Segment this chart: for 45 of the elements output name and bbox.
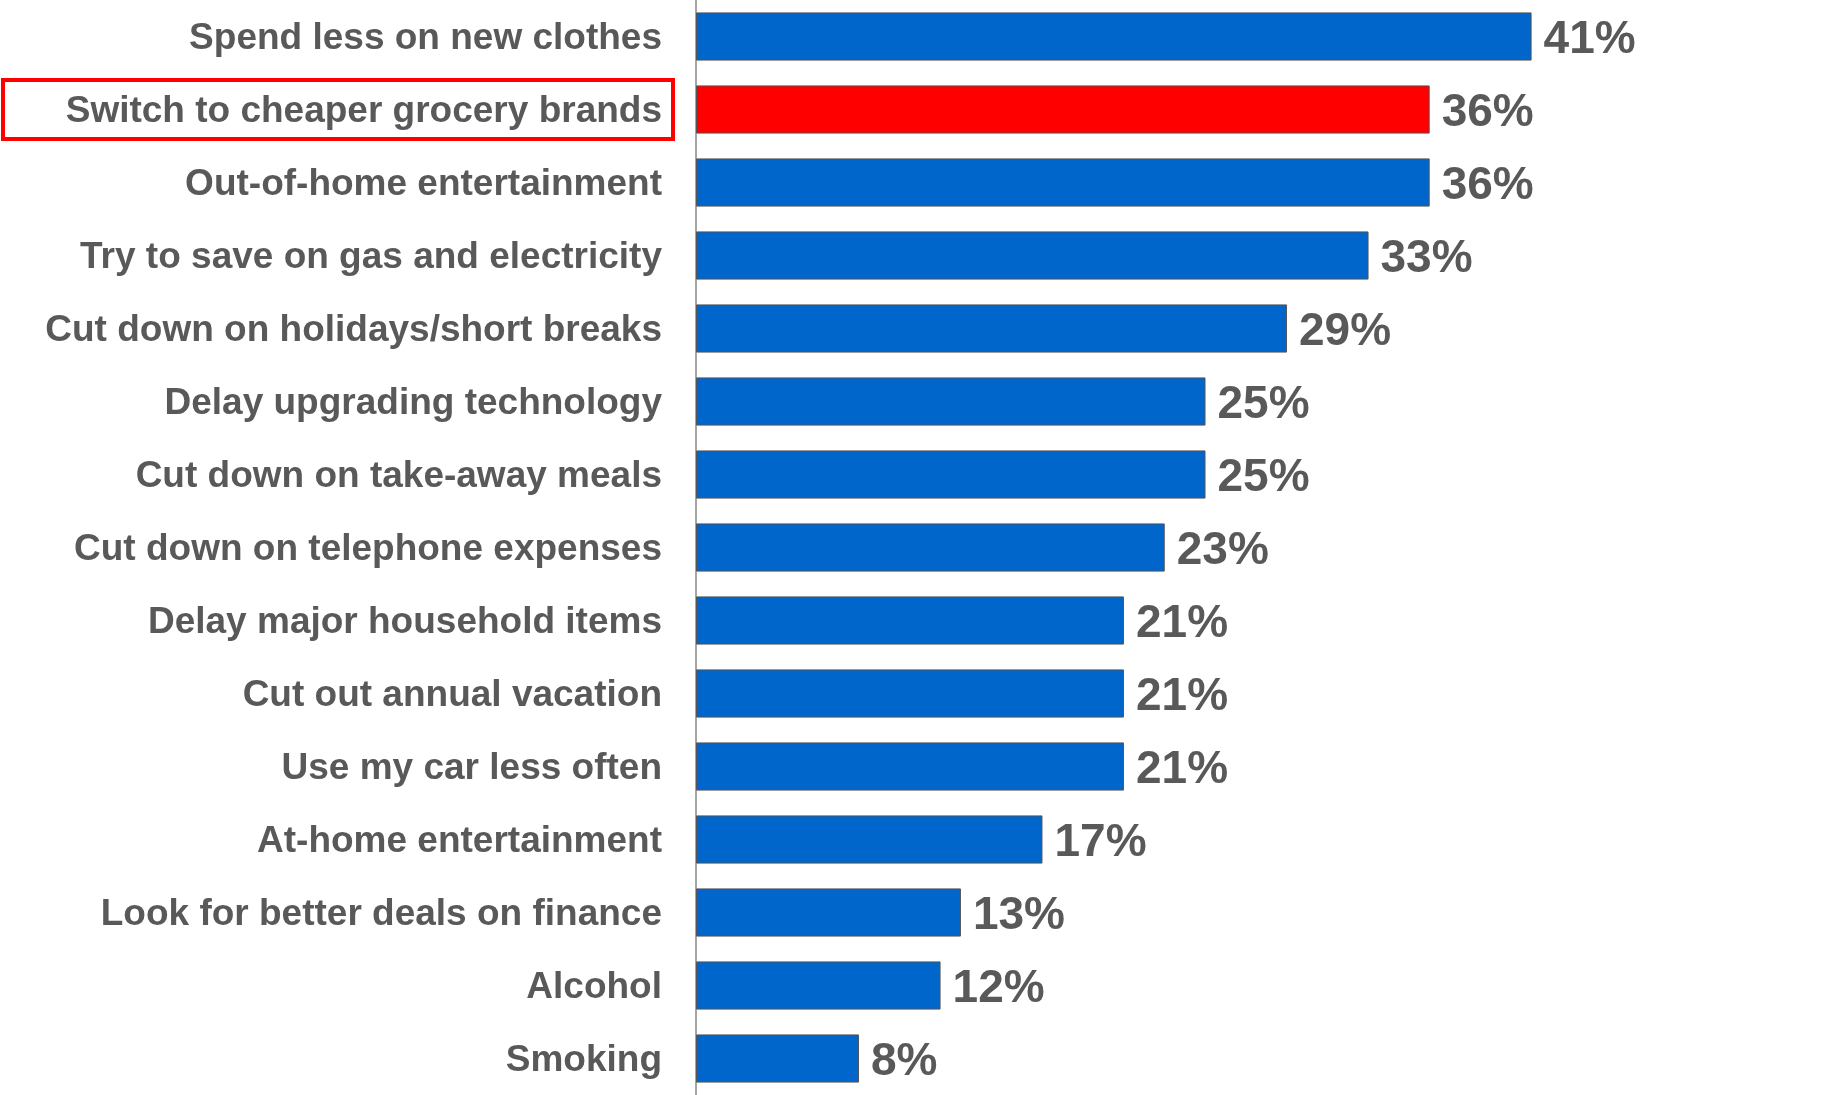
bar (696, 377, 1206, 426)
y-tick-label: Cut out annual vacation (242, 673, 662, 714)
bar (696, 450, 1206, 499)
data-label: 33% (1380, 229, 1473, 282)
data-label: 36% (1441, 83, 1534, 136)
y-tick-label: Delay upgrading technology (164, 381, 663, 422)
data-label: 29% (1299, 302, 1392, 355)
bar (696, 304, 1288, 353)
data-label: 41% (1543, 10, 1636, 63)
data-label: 25% (1217, 448, 1310, 501)
y-tick-label: Cut down on take-away meals (135, 454, 662, 495)
y-tick-label: Alcohol (526, 965, 662, 1006)
data-label: 25% (1217, 375, 1310, 428)
data-label: 21% (1135, 667, 1229, 720)
bar (696, 1034, 860, 1083)
bar (696, 742, 1124, 791)
y-tick-label: Cut down on telephone expenses (74, 527, 662, 568)
y-tick-label: Try to save on gas and electricity (80, 235, 663, 276)
data-label: 23% (1176, 521, 1269, 574)
y-tick-label: Out-of-home entertainment (185, 162, 662, 203)
y-tick-label: At-home entertainment (257, 819, 662, 860)
data-label: 8% (871, 1032, 938, 1085)
bar (696, 596, 1124, 645)
bar (696, 961, 941, 1010)
bar (696, 231, 1369, 280)
y-tick-label: Delay major household items (147, 600, 662, 641)
data-label: 12% (952, 959, 1045, 1012)
bar (696, 158, 1430, 207)
y-tick-label: Look for better deals on finance (100, 892, 662, 933)
bar (696, 85, 1430, 134)
y-tick-label: Cut down on holidays/short breaks (45, 308, 662, 349)
bar (696, 523, 1165, 572)
y-tick-label: Spend less on new clothes (189, 16, 662, 57)
bar (696, 815, 1043, 864)
bar (696, 669, 1124, 718)
y-tick-label: Smoking (505, 1038, 662, 1079)
data-label: 21% (1135, 594, 1229, 647)
y-tick-label: Use my car less often (281, 746, 662, 787)
data-label: 21% (1135, 740, 1229, 793)
bar (696, 888, 961, 937)
data-label: 13% (972, 886, 1066, 939)
bar (696, 12, 1532, 61)
data-label: 17% (1054, 813, 1147, 866)
y-tick-label: Switch to cheaper grocery brands (65, 89, 662, 130)
data-label: 36% (1441, 156, 1534, 209)
